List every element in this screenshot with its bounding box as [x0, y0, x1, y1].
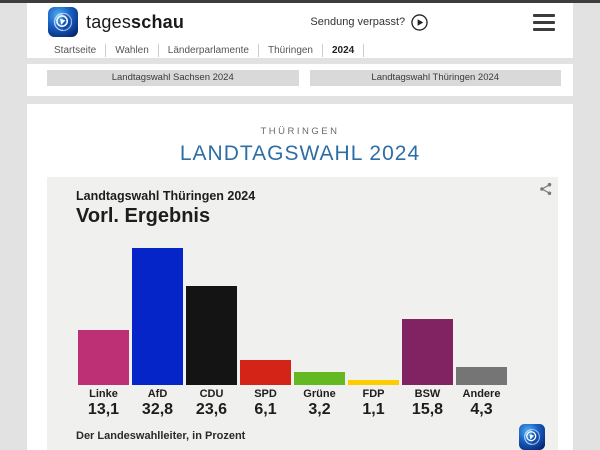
breadcrumb-item[interactable]: Thüringen: [259, 44, 323, 57]
main-content: THÜRINGEN LANDTAGSWAHL 2024 Landtagswahl…: [27, 104, 573, 450]
bar-value: 32,8: [141, 401, 174, 418]
breadcrumb-item[interactable]: 2024: [323, 44, 365, 57]
play-icon[interactable]: [411, 13, 428, 31]
bar-value: 23,6: [195, 401, 228, 418]
content-column: tagesschau Sendung verpasst? Startseite W…: [27, 3, 573, 450]
election-tab[interactable]: Landtagswahl Sachsen 2024: [47, 70, 299, 86]
section-divider: [27, 96, 573, 104]
breadcrumb-item[interactable]: Startseite: [54, 44, 107, 57]
bar-value: 15,8: [411, 401, 444, 418]
bar-label: BSW: [414, 388, 441, 400]
brand-wordmark[interactable]: tagesschau: [86, 11, 185, 32]
page-title: LANDTAGSWAHL 2024: [179, 142, 421, 165]
tagesschau-watermark-icon: [519, 424, 545, 450]
chart-title: Vorl. Ergebnis: [76, 205, 211, 227]
bar-value: 3,2: [308, 401, 331, 418]
region-kicker: THÜRINGEN: [260, 126, 340, 137]
bar-label: Grüne: [303, 388, 336, 400]
election-tab[interactable]: Landtagswahl Thüringen 2024: [309, 70, 561, 86]
bar-linke: [78, 330, 129, 385]
bar-value: 1,1: [362, 401, 385, 418]
share-icon[interactable]: [539, 182, 553, 196]
sendung-verpasst-label: Sendung verpasst?: [310, 16, 406, 28]
top-accent-bar: [0, 0, 600, 3]
election-tabs-section: Landtagswahl Sachsen 2024 Landtagswahl Th…: [27, 64, 573, 96]
chart-subtitle: Landtagswahl Thüringen 2024: [76, 189, 256, 203]
sendung-verpasst-link[interactable]: Sendung verpasst?: [310, 13, 428, 31]
bar-andere: [456, 367, 507, 385]
bar-bsw: [402, 319, 453, 385]
bar-values-row: 13,1 32,8 23,6 6,1 3,2 1,1 15,8 4,3: [78, 401, 558, 419]
bar-label: Andere: [462, 388, 501, 400]
bar-afd: [132, 248, 183, 385]
bar-grüne: [294, 372, 345, 385]
bar-label: CDU: [199, 388, 224, 400]
election-tabs-row: Landtagswahl Sachsen 2024 Landtagswahl Th…: [47, 70, 561, 86]
bar-cdu: [186, 286, 237, 385]
bar-fdp: [348, 380, 399, 385]
election-result-card: Landtagswahl Thüringen 2024 Vorl. Ergebn…: [47, 177, 558, 450]
bar-label: SPD: [254, 388, 277, 400]
breadcrumb: Startseite Wahlen Länderparlamente Thüringe…: [54, 44, 573, 57]
bar-spd: [240, 360, 291, 385]
tagesschau-logo-icon[interactable]: [48, 7, 78, 37]
header-top-row: tagesschau Sendung verpasst?: [27, 3, 573, 37]
site-header: tagesschau Sendung verpasst? Startseite W…: [27, 3, 573, 58]
home-link[interactable]: tagesschau: [48, 7, 258, 37]
bar-value: 4,3: [470, 401, 493, 418]
bar-value: 6,1: [254, 401, 277, 418]
chart-source: Der Landeswahlleiter, in Prozent: [76, 430, 246, 442]
menu-icon[interactable]: [532, 13, 555, 31]
bar-labels-row: Linke AfD CDU SPD Grüne FDP BSW Andere: [78, 388, 558, 400]
breadcrumb-item[interactable]: Länderparlamente: [159, 44, 259, 57]
bar-value: 13,1: [87, 401, 120, 418]
bar-label: AfD: [147, 388, 168, 400]
breadcrumb-item[interactable]: Wahlen: [106, 44, 159, 57]
bar-label: FDP: [362, 388, 385, 400]
bar-label: Linke: [89, 388, 118, 400]
bar-chart: [78, 247, 558, 385]
